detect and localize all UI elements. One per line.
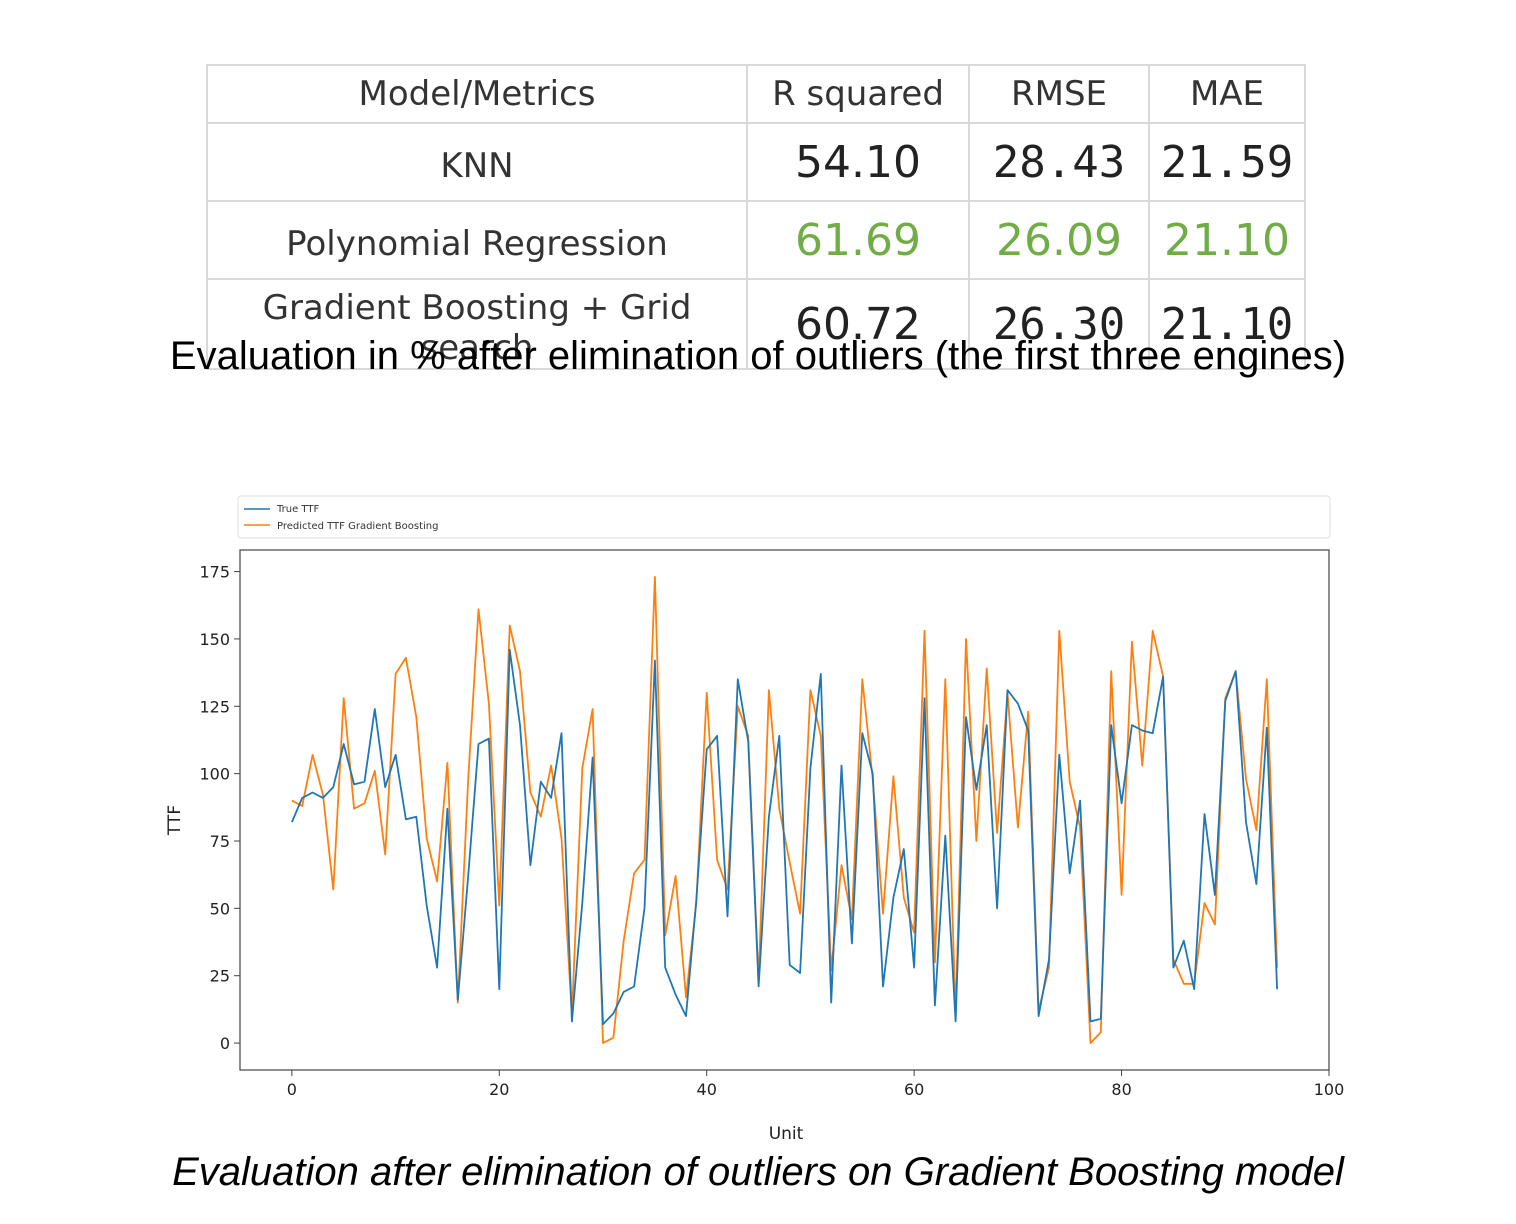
cell-mae: 21.10 [1148,278,1306,370]
ttf-line-chart: True TTF Predicted TTF Gradient Boosting… [165,495,1345,1144]
y-tick-label: 50 [210,899,230,918]
legend-label-predicted-ttf: Predicted TTF Gradient Boosting [277,521,439,532]
header-r-squared: R squared [746,64,970,124]
cell-rmse: 28.43 [968,122,1150,202]
x-axis-label: Unit [769,1124,804,1144]
x-tick-label: 100 [1314,1080,1345,1099]
cell-r-squared: 54.10 [746,122,970,202]
header-mae: MAE [1148,64,1306,124]
cell-rmse-best: 26.09 [968,200,1150,280]
x-tick-label: 40 [697,1080,717,1099]
y-tick-label: 100 [199,765,230,784]
cell-mae-best: 21.10 [1148,200,1306,280]
x-tick-label: 80 [1111,1080,1131,1099]
table-row: Gradient Boosting + Grid search 60.72 26… [206,278,1306,370]
y-tick-label: 0 [220,1034,230,1053]
x-axis: 0 20 40 60 80 100 [287,1070,1345,1099]
table-caption: Evaluation in % after elimination of out… [169,334,1347,378]
y-tick-label: 25 [210,967,230,986]
y-axis-label: TTF [165,805,185,836]
x-tick-label: 20 [489,1080,509,1099]
x-tick-label: 60 [904,1080,924,1099]
x-tick-label: 0 [287,1080,297,1099]
y-tick-label: 150 [199,630,230,649]
plot-area-frame [239,549,1330,1071]
cell-model: Gradient Boosting + Grid search [206,278,748,370]
y-tick-label: 75 [210,832,230,851]
y-tick-label: 125 [199,697,230,716]
cell-rmse: 26.30 [968,278,1150,370]
header-model-metrics: Model/Metrics [206,64,748,124]
legend-box [237,495,1331,539]
chart-caption: Evaluation after elimination of outliers… [172,1150,1344,1194]
table-row: KNN 54.10 28.43 21.59 [206,122,1306,202]
header-rmse: RMSE [968,64,1150,124]
table-header-row: Model/Metrics R squared RMSE MAE [206,64,1306,124]
table-row: Polynomial Regression 61.69 26.09 21.10 [206,200,1306,280]
cell-r-squared-best: 61.69 [746,200,970,280]
cell-mae: 21.59 [1148,122,1306,202]
series-lines [291,576,1278,1044]
series-line-predicted-ttf [291,576,1278,1044]
cell-model: KNN [206,122,748,202]
legend-label-true-ttf: True TTF [276,504,319,515]
series-line-true-ttf [291,648,1278,1026]
cell-r-squared: 60.72 [746,278,970,370]
y-tick-label: 175 [199,563,230,582]
cell-model: Polynomial Regression [206,200,748,280]
metrics-table: Model/Metrics R squared RMSE MAE KNN 54.… [206,64,1306,370]
y-axis: 0 25 50 75 100 125 150 175 [199,563,240,1053]
